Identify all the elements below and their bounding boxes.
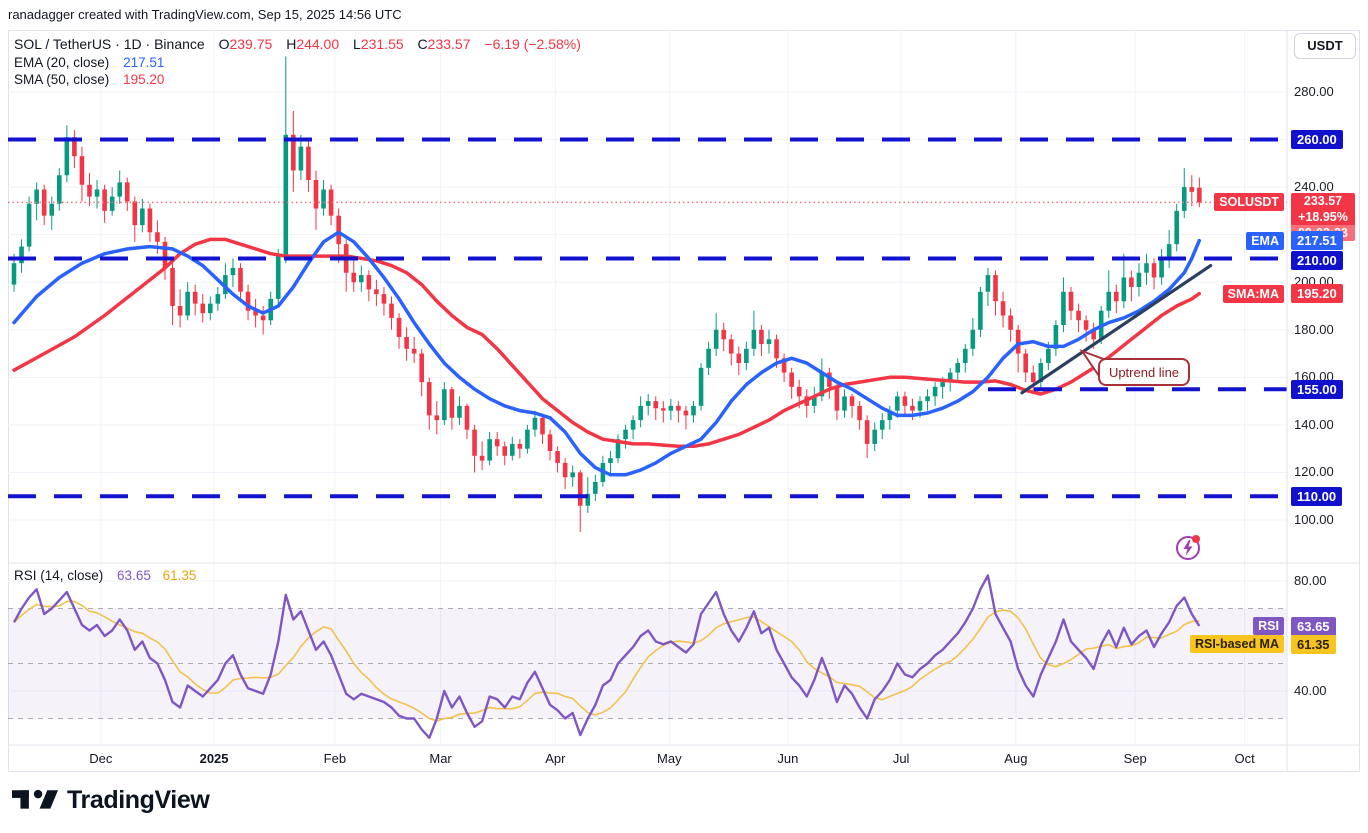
attribution-text: ranadagger created with TradingView.com,… — [8, 7, 402, 22]
sma-legend-row[interactable]: SMA (50, close) 195.20 — [14, 72, 581, 88]
sma-indicator-value: 195.20 — [123, 72, 165, 87]
change-value: −6.19 (−2.58%) — [484, 36, 581, 52]
rsi-value: 63.65 — [117, 568, 151, 583]
chart-canvas[interactable] — [0, 0, 1368, 780]
ema-indicator-name: EMA (20, close) — [14, 55, 110, 70]
uptrend-callout[interactable]: Uptrend line — [1098, 358, 1190, 386]
ohlc-low: L231.55 — [353, 36, 404, 52]
sma-indicator-name: SMA (50, close) — [14, 72, 110, 87]
tradingview-glyph-icon — [12, 789, 58, 809]
rsi-ma-value: 61.35 — [162, 568, 197, 583]
ema-indicator-value: 217.51 — [123, 55, 165, 70]
ohlc-high: H244.00 — [286, 36, 340, 52]
legend-separator: · — [115, 36, 120, 52]
legend-separator: · — [145, 36, 151, 52]
rsi-legend[interactable]: RSI (14, close) 63.65 61.35 — [14, 568, 196, 583]
flash-lightning-icon[interactable] — [1176, 535, 1200, 560]
symbol-legend-row[interactable]: SOL / TetherUS · 1D · Binance O239.75 H2… — [14, 36, 581, 54]
uptrend-callout-label: Uptrend line — [1108, 364, 1180, 380]
ohlc-open: O239.75 — [218, 36, 273, 52]
lightning-bolt-icon — [1183, 540, 1193, 556]
chart-widget-frame — [8, 30, 1360, 772]
interval-label: 1D — [123, 36, 142, 52]
ohlc-close: C233.57 — [417, 36, 471, 52]
rsi-indicator-name: RSI (14, close) — [14, 568, 104, 583]
notification-dot — [1192, 535, 1200, 543]
tradingview-logo[interactable]: TradingView — [12, 786, 210, 815]
ema-legend-row[interactable]: EMA (20, close) 217.51 — [14, 55, 581, 71]
currency-button[interactable]: USDT — [1294, 33, 1356, 59]
exchange-label: Binance — [154, 36, 205, 52]
symbol-title: SOL / TetherUS — [14, 36, 112, 52]
tradingview-wordmark: TradingView — [67, 786, 210, 814]
main-legend[interactable]: SOL / TetherUS · 1D · Binance O239.75 H2… — [14, 36, 581, 88]
